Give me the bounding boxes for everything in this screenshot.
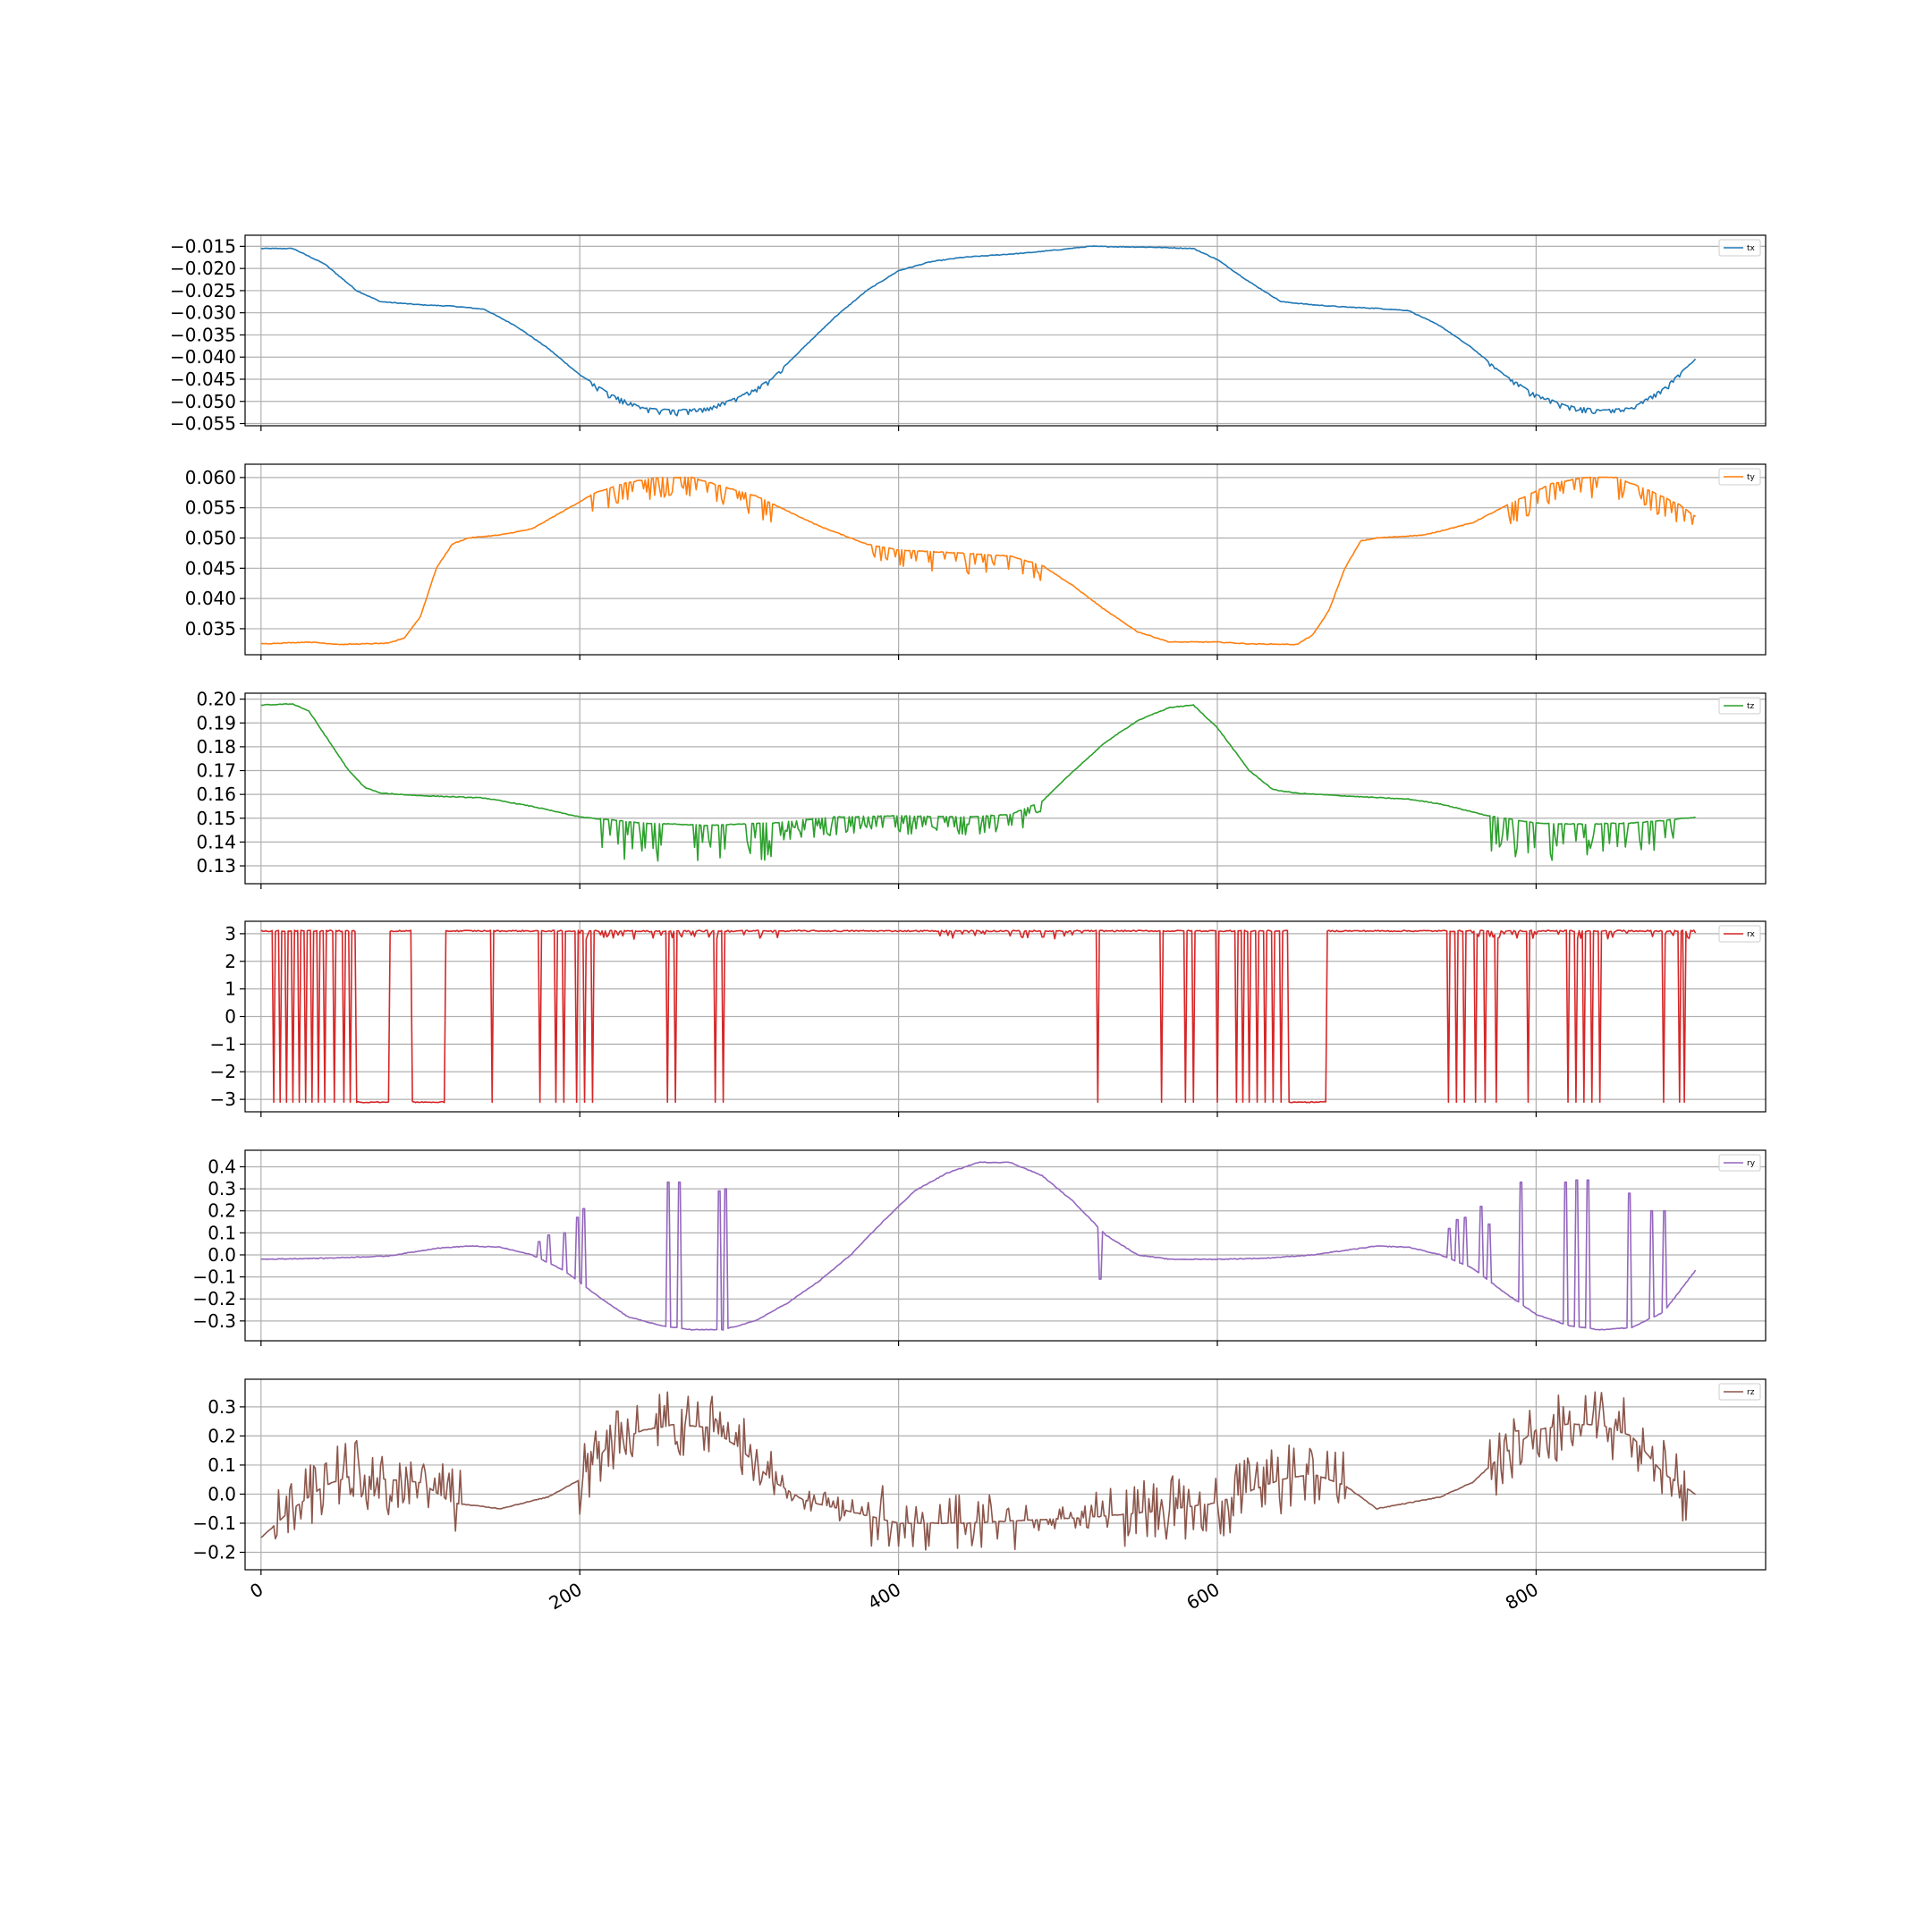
legend-tz: tz <box>1718 697 1761 715</box>
legend-label: rx <box>1747 930 1755 939</box>
subplot-ry: 0.40.30.20.10.0−0.1−0.2−0.3 ry <box>192 1149 1767 1346</box>
legend-label: tz <box>1747 702 1755 711</box>
y-tick-label: −0.025 <box>170 280 236 301</box>
y-tick-label: 0.18 <box>196 736 236 758</box>
y-tick-label: 0.17 <box>196 760 236 782</box>
axes-frame <box>244 1378 1767 1571</box>
y-tick-label: 0.13 <box>196 855 236 877</box>
y-tick-label: 0.1 <box>208 1454 236 1476</box>
axes-frame <box>244 234 1767 427</box>
series-line-rz <box>260 1391 1697 1551</box>
x-tick-label: 200 <box>546 1579 586 1614</box>
series-line-ry <box>260 1161 1697 1331</box>
legend-label: ty <box>1747 473 1756 482</box>
axes-frame <box>244 692 1767 885</box>
x-tick-label: 800 <box>1502 1579 1542 1614</box>
legend-rz: rz <box>1718 1383 1761 1401</box>
y-tick-label: 0.15 <box>196 808 236 829</box>
y-tick-label: −0.050 <box>170 391 236 412</box>
y-tick-label: −1 <box>210 1033 236 1055</box>
axes-frame <box>244 1149 1767 1342</box>
y-tick-label: 0.3 <box>208 1178 236 1199</box>
y-tick-label: −2 <box>210 1061 236 1082</box>
subplot-tz: 0.13 0.140.15 0.160.170.18 0.190.20 tz <box>196 689 1767 889</box>
subplot-rz: 0.3 0.2 0.1 0.0 −0.1 −0.2 rz 0 200 400 600 800 <box>192 1378 1767 1614</box>
y-tick-label: −0.020 <box>170 258 236 279</box>
subplot-ty: 0.035 0.040 0.045 0.050 0.055 0.060 ty <box>185 463 1767 660</box>
series-line-rx <box>260 929 1697 1104</box>
y-tick-label: 0.20 <box>196 689 236 710</box>
y-tick-label: −0.2 <box>192 1288 236 1309</box>
x-tick-label: 400 <box>864 1579 904 1614</box>
y-tick-label: 2 <box>225 951 236 972</box>
y-tick-label: 0.19 <box>196 712 236 733</box>
y-tick-label: 0.2 <box>208 1425 236 1446</box>
y-tick-label: −0.030 <box>170 302 236 324</box>
y-tick-label: 0.16 <box>196 784 236 805</box>
y-tick-label: 0.3 <box>208 1396 236 1418</box>
legend-ty: ty <box>1718 468 1761 486</box>
y-tick-label: −0.3 <box>192 1310 236 1332</box>
y-tick-label: −0.1 <box>192 1513 236 1534</box>
subplot-tx: −0.015−0.020−0.025−0.030−0.035−0.040−0.0… <box>170 234 1767 435</box>
y-tick-label: 0 <box>225 1006 236 1028</box>
y-tick-label: 0.14 <box>196 831 236 852</box>
y-tick-label: 1 <box>225 979 236 1000</box>
y-tick-label: 0.050 <box>185 527 236 548</box>
y-tick-label: 0.045 <box>185 557 236 579</box>
y-tick-label: −0.035 <box>170 324 236 345</box>
legend-tx: tx <box>1718 239 1761 257</box>
legend-rx: rx <box>1718 925 1761 943</box>
y-tick-label: 0.1 <box>208 1222 236 1243</box>
legend-label: ry <box>1747 1159 1756 1168</box>
series-line-tx <box>260 245 1697 417</box>
legend-label: tx <box>1747 244 1756 253</box>
series-line-ty <box>260 476 1697 646</box>
x-tick-label: 600 <box>1182 1579 1223 1614</box>
y-tick-label: 0.040 <box>185 588 236 609</box>
y-tick-label: 0.035 <box>185 618 236 640</box>
y-tick-label: 0.2 <box>208 1200 236 1222</box>
subplot-rx: 3 2 1 0 −1 −2 −3 rx <box>210 920 1767 1117</box>
y-tick-label: 3 <box>225 923 236 945</box>
y-tick-label: −0.2 <box>192 1541 236 1563</box>
y-tick-label: −0.045 <box>170 369 236 390</box>
legend-label: rz <box>1747 1388 1755 1397</box>
y-tick-label: −0.055 <box>170 413 236 435</box>
y-tick-label: −3 <box>210 1089 236 1110</box>
y-tick-label: 0.0 <box>208 1483 236 1504</box>
y-tick-label: −0.040 <box>170 346 236 368</box>
y-tick-label: −0.015 <box>170 235 236 257</box>
y-tick-label: −0.1 <box>192 1267 236 1288</box>
y-tick-label: 0.055 <box>185 497 236 519</box>
y-tick-label: 0.060 <box>185 467 236 488</box>
legend-ry: ry <box>1718 1154 1761 1172</box>
series-line-tz <box>260 703 1696 862</box>
y-tick-label: 0.0 <box>208 1244 236 1266</box>
axes-frame <box>244 463 1767 656</box>
y-tick-label: 0.4 <box>208 1156 236 1177</box>
x-tick-label: 0 <box>246 1579 267 1603</box>
axes-frame <box>244 920 1767 1113</box>
